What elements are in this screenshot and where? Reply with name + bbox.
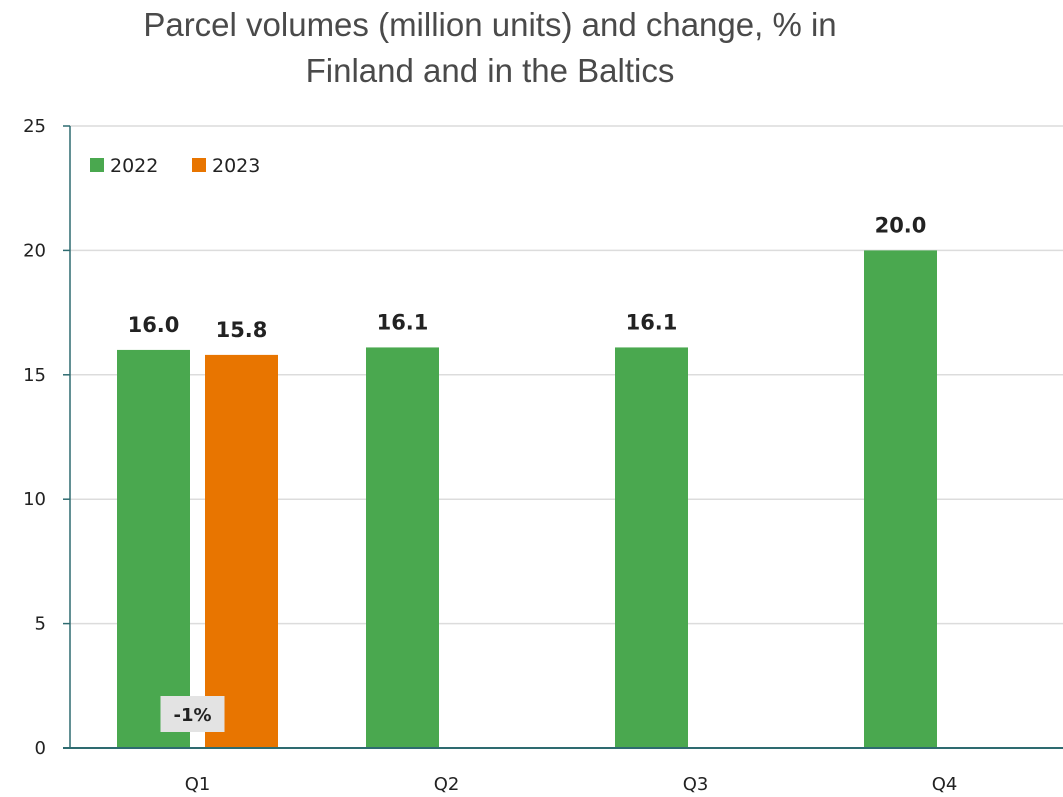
- y-tick-label: 20: [23, 240, 46, 261]
- legend: 2022 2023: [90, 155, 260, 177]
- y-tick-label: 0: [35, 738, 46, 759]
- legend-label-2022: 2022: [110, 155, 158, 177]
- annotations: -1%: [160, 696, 225, 732]
- annotation-label: -1%: [173, 705, 211, 726]
- legend-label-2023: 2023: [212, 155, 260, 177]
- y-tick-label: 5: [35, 614, 46, 635]
- chart-title-line-1: Parcel volumes (million units) and chang…: [143, 6, 836, 43]
- bar-2022-Q3: [615, 347, 688, 748]
- bar-2022-Q1: [117, 349, 190, 748]
- data-label-2022-Q3: 16.1: [626, 310, 678, 334]
- legend-swatch-2022: [90, 158, 104, 172]
- x-tick-label: Q2: [434, 774, 460, 795]
- y-tick-label: 25: [23, 116, 46, 137]
- data-label-2022-Q2: 16.1: [377, 310, 429, 334]
- data-labels: 16.0 15.8 16.1 16.1 20.0: [128, 213, 927, 341]
- bar-2023-Q1: [205, 354, 278, 748]
- bar-2022-Q2: [366, 347, 439, 748]
- bar-2022-Q4: [864, 250, 937, 748]
- y-tick-label: 15: [23, 365, 46, 386]
- x-axis: Q1 Q2 Q3 Q4: [63, 747, 1063, 795]
- chart-title-line-2: Finland and in the Baltics: [306, 52, 675, 89]
- y-axis: 0 5 10 15 20 25: [23, 116, 71, 759]
- y-tick-label: 10: [23, 489, 46, 510]
- data-label-2023-Q1: 15.8: [216, 318, 268, 342]
- annotation-box: [160, 696, 225, 732]
- data-label-2022-Q4: 20.0: [875, 213, 927, 237]
- data-label-2022-Q1: 16.0: [128, 313, 180, 337]
- x-tick-label: Q1: [185, 774, 211, 795]
- chart-title: Parcel volumes (million units) and chang…: [143, 6, 836, 89]
- legend-swatch-2023: [192, 158, 206, 172]
- bars: [117, 250, 937, 748]
- x-tick-label: Q3: [683, 774, 709, 795]
- x-tick-label: Q4: [932, 774, 958, 795]
